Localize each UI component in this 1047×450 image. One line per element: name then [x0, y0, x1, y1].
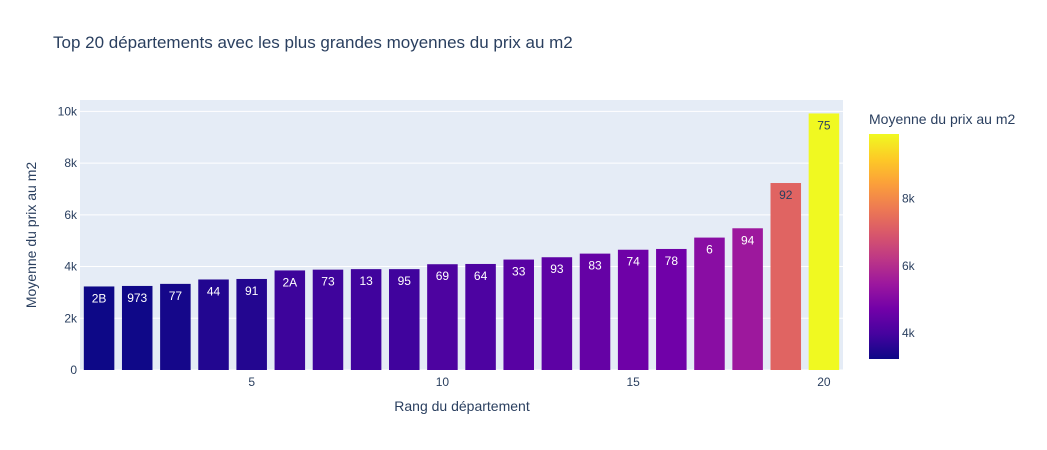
bar — [656, 248, 687, 370]
colorbar-tick-label: 4k — [902, 326, 916, 340]
bar — [503, 259, 534, 370]
bar — [83, 286, 115, 370]
y-tick-label: 6k — [64, 208, 78, 222]
bar — [732, 228, 763, 370]
bar-label: 78 — [665, 254, 679, 268]
bar-label: 64 — [474, 269, 488, 283]
bar — [694, 237, 725, 370]
bar-labels-group: 2B 973 77 44 91 2A 73 13 95 69 64 33 93 83 74 78 6 94 92 75 — [92, 118, 831, 305]
bar — [465, 263, 496, 370]
bar — [617, 249, 649, 370]
bar — [312, 269, 344, 370]
bar-label: 73 — [321, 275, 335, 289]
colorbar-tick-label: 8k — [902, 192, 916, 206]
y-tick-label: 2k — [64, 311, 78, 325]
bar-label: 83 — [588, 259, 602, 273]
x-tick-label: 20 — [817, 375, 831, 389]
y-tick-label: 10k — [58, 104, 78, 118]
plot-background — [80, 100, 843, 370]
bar-label: 92 — [779, 188, 793, 202]
y-axis-title: Moyenne du prix au m2 — [23, 162, 39, 309]
x-axis-ticks: 5 10 15 20 — [248, 375, 831, 389]
x-tick-label: 5 — [248, 375, 255, 389]
x-tick-label: 10 — [436, 375, 450, 389]
bar — [350, 269, 382, 370]
y-tick-label: 0 — [70, 363, 77, 377]
bar-label: 13 — [359, 274, 373, 288]
bar-label: 77 — [169, 289, 183, 303]
y-axis-ticks: 0 2k 4k 6k 8k 10k — [58, 104, 78, 377]
y-tick-label: 4k — [64, 260, 78, 274]
bar — [274, 270, 306, 370]
bar-label: 33 — [512, 265, 526, 279]
bar — [427, 264, 458, 370]
bar-label: 2A — [282, 275, 297, 289]
x-axis-title: Rang du département — [394, 398, 530, 414]
bar — [198, 279, 229, 370]
colorbar-title: Moyenne du prix au m2 — [869, 111, 1016, 127]
bar — [160, 283, 191, 370]
colorbar-ticks: 4k 6k 8k — [902, 192, 916, 341]
bar-label: 2B — [92, 291, 107, 305]
x-tick-label: 15 — [626, 375, 640, 389]
bar-label: 75 — [817, 118, 831, 132]
bar — [236, 278, 267, 370]
bar-label: 93 — [550, 262, 564, 276]
bar — [541, 257, 573, 370]
bars-group — [83, 113, 840, 370]
y-tick-label: 8k — [64, 156, 78, 170]
bar-label: 91 — [245, 284, 259, 298]
chart-title: Top 20 départements avec les plus grande… — [53, 33, 573, 52]
bar — [389, 269, 420, 370]
bar-label: 973 — [127, 291, 147, 305]
bar-label: 74 — [626, 255, 640, 269]
bar-label: 44 — [207, 284, 221, 298]
colorbar — [869, 134, 899, 359]
bar-label: 69 — [436, 269, 450, 283]
bar — [579, 253, 611, 370]
bar — [121, 285, 153, 370]
bar-label: 95 — [398, 274, 412, 288]
bar-label: 6 — [706, 243, 713, 257]
bar — [808, 113, 840, 370]
bar — [770, 183, 802, 370]
colorbar-tick-label: 6k — [902, 259, 916, 273]
bar-label: 94 — [741, 233, 755, 247]
